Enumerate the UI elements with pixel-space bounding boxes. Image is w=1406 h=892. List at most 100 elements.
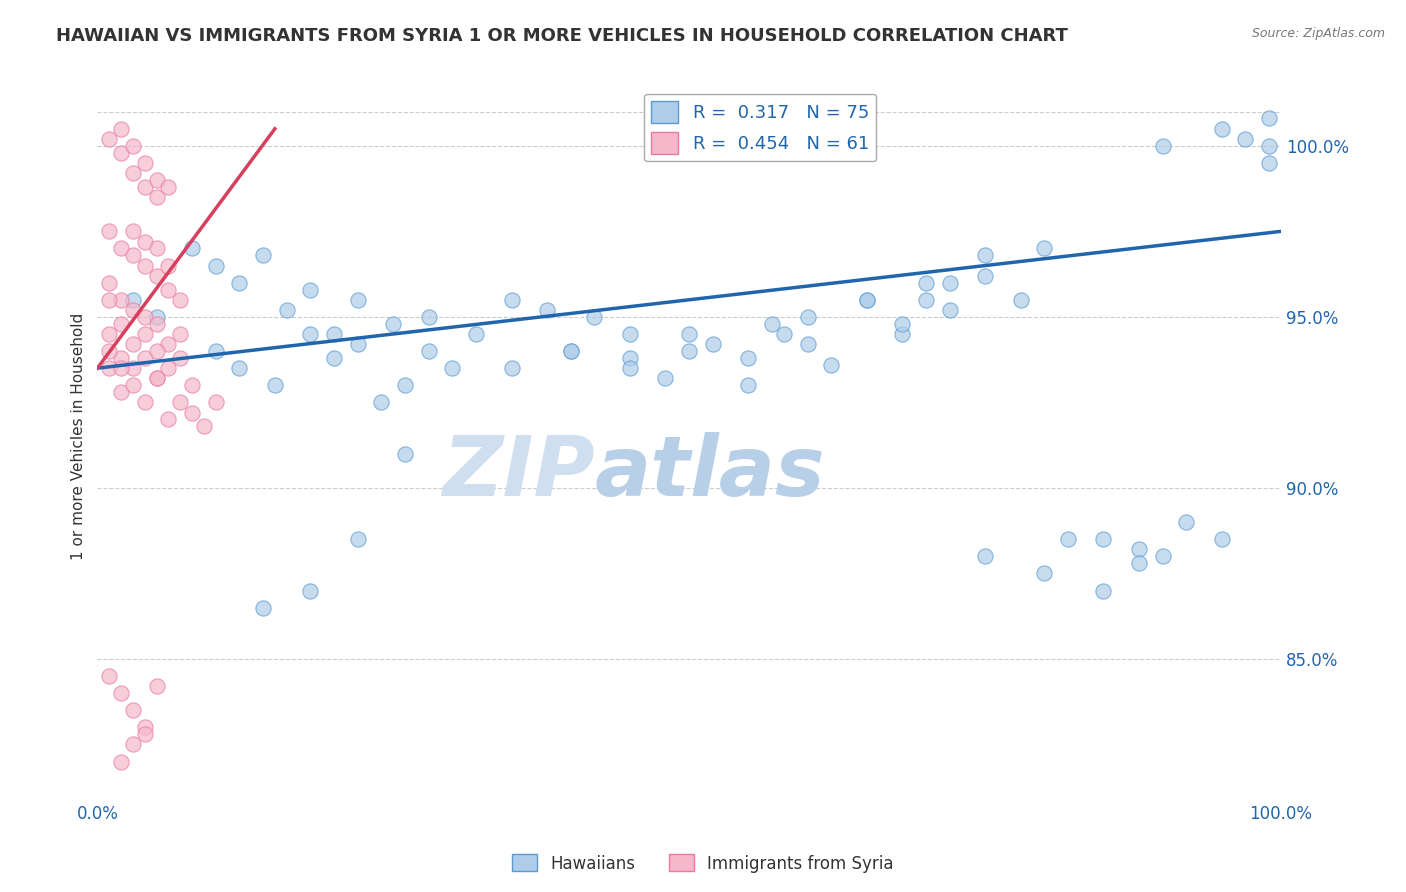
Point — [323, 326, 346, 341]
Point — [1258, 112, 1281, 126]
Point — [974, 268, 997, 283]
Point — [299, 283, 322, 297]
Point — [193, 419, 215, 434]
Point — [134, 326, 156, 341]
Point — [418, 310, 440, 324]
Point — [145, 371, 167, 385]
Point — [181, 242, 204, 256]
Point — [382, 317, 405, 331]
Point — [98, 293, 121, 307]
Point — [737, 351, 759, 365]
Point — [204, 395, 226, 409]
Point — [252, 248, 274, 262]
Point — [98, 669, 121, 683]
Point — [678, 344, 700, 359]
Point — [855, 293, 877, 307]
Point — [1033, 242, 1056, 256]
Point — [110, 145, 132, 160]
Point — [560, 344, 582, 359]
Point — [891, 317, 914, 331]
Point — [394, 447, 416, 461]
Point — [772, 326, 794, 341]
Point — [121, 337, 143, 351]
Point — [1092, 533, 1115, 547]
Point — [145, 173, 167, 187]
Point — [441, 361, 464, 376]
Point — [145, 344, 167, 359]
Point — [157, 283, 180, 297]
Point — [134, 259, 156, 273]
Point — [169, 395, 191, 409]
Point — [252, 600, 274, 615]
Point — [891, 326, 914, 341]
Point — [1128, 556, 1150, 570]
Point — [1211, 533, 1233, 547]
Point — [134, 156, 156, 170]
Point — [134, 720, 156, 734]
Point — [145, 242, 167, 256]
Point — [560, 344, 582, 359]
Point — [820, 358, 842, 372]
Point — [121, 293, 143, 307]
Point — [121, 378, 143, 392]
Point — [1057, 533, 1080, 547]
Point — [264, 378, 287, 392]
Text: atlas: atlas — [595, 432, 825, 513]
Point — [134, 180, 156, 194]
Point — [169, 326, 191, 341]
Point — [1128, 542, 1150, 557]
Point — [1152, 549, 1174, 564]
Point — [1175, 515, 1198, 529]
Point — [169, 351, 191, 365]
Point — [418, 344, 440, 359]
Point — [121, 139, 143, 153]
Legend: R =  0.317   N = 75, R =  0.454   N = 61: R = 0.317 N = 75, R = 0.454 N = 61 — [644, 94, 876, 161]
Text: ZIP: ZIP — [441, 432, 595, 513]
Point — [1258, 139, 1281, 153]
Point — [145, 190, 167, 204]
Point — [110, 293, 132, 307]
Point — [737, 378, 759, 392]
Point — [134, 395, 156, 409]
Point — [169, 293, 191, 307]
Point — [346, 337, 368, 351]
Point — [110, 121, 132, 136]
Point — [974, 248, 997, 262]
Point — [110, 385, 132, 400]
Point — [181, 378, 204, 392]
Point — [121, 303, 143, 318]
Point — [98, 224, 121, 238]
Point — [98, 361, 121, 376]
Point — [299, 583, 322, 598]
Point — [619, 326, 641, 341]
Point — [110, 242, 132, 256]
Point — [465, 326, 488, 341]
Point — [110, 686, 132, 700]
Point — [157, 180, 180, 194]
Point — [276, 303, 298, 318]
Point — [121, 224, 143, 238]
Point — [678, 326, 700, 341]
Point — [1234, 132, 1257, 146]
Point — [157, 412, 180, 426]
Point — [1010, 293, 1032, 307]
Point — [974, 549, 997, 564]
Point — [121, 166, 143, 180]
Point — [157, 337, 180, 351]
Point — [1258, 156, 1281, 170]
Point — [110, 317, 132, 331]
Point — [98, 132, 121, 146]
Point — [134, 351, 156, 365]
Point — [157, 361, 180, 376]
Point — [796, 337, 818, 351]
Point — [121, 248, 143, 262]
Point — [938, 303, 960, 318]
Point — [1092, 583, 1115, 598]
Point — [915, 293, 938, 307]
Text: Source: ZipAtlas.com: Source: ZipAtlas.com — [1251, 27, 1385, 40]
Point — [121, 703, 143, 717]
Point — [145, 679, 167, 693]
Point — [145, 268, 167, 283]
Point — [619, 361, 641, 376]
Point — [98, 326, 121, 341]
